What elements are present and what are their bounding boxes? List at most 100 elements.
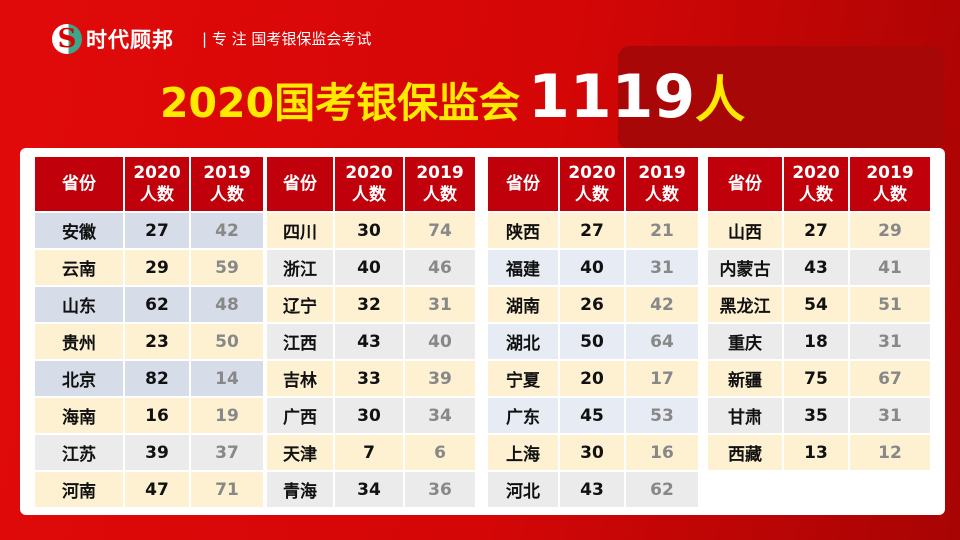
count-2019-cell: 59 [215, 257, 239, 278]
count-2019-cell: 31 [650, 257, 674, 278]
count-2019-cell: 21 [650, 220, 674, 241]
count-2019-cell: 42 [215, 220, 239, 241]
table-row: 湖北 50 64 [488, 324, 698, 359]
count-2020-cell: 20 [580, 368, 604, 389]
count-2019-cell: 53 [650, 405, 674, 426]
count-2020-cell: 32 [357, 294, 381, 315]
column-header: 省份 [267, 157, 333, 211]
province-cell: 浙江 [283, 260, 317, 280]
province-cell: 河南 [62, 482, 96, 502]
table-row: 内蒙古 43 41 [708, 250, 930, 285]
province-cell: 辽宁 [283, 297, 317, 317]
table-row: 浙江 40 46 [267, 250, 475, 285]
count-2019-cell: 40 [428, 331, 452, 352]
table-header: 省份 2020 人数 2019 人数 [267, 157, 475, 211]
count-2020-cell: 7 [363, 442, 375, 463]
province-cell: 云南 [62, 260, 96, 280]
count-2019-cell: 36 [428, 479, 452, 500]
slogan-text: 专 注 国考银保监会考试 [211, 30, 372, 48]
count-2020-cell: 40 [357, 257, 381, 278]
province-cell: 安徽 [62, 223, 96, 243]
table-row: 甘肃 35 31 [708, 398, 930, 433]
province-table-1: 省份 2020 人数 2019 人数 安徽 27 42 云南 29 59 山东 62 48 贵州 23 50… [33, 155, 265, 509]
province-cell: 吉林 [283, 371, 317, 391]
count-2020-cell: 23 [145, 331, 169, 352]
table-row: 山西 27 29 [708, 213, 930, 248]
table-row: 福建 40 31 [488, 250, 698, 285]
count-2020-cell: 40 [580, 257, 604, 278]
count-2019-cell: 31 [878, 331, 902, 352]
logo-name: 时代顾邦 [86, 27, 174, 52]
province-cell: 河北 [506, 482, 540, 502]
count-2019-cell: 6 [434, 442, 446, 463]
count-2019-cell: 19 [215, 405, 239, 426]
count-2019-cell: 67 [878, 368, 902, 389]
table-row: 河南 47 71 [35, 472, 263, 507]
count-2019-cell: 42 [650, 294, 674, 315]
count-2020-cell: 43 [357, 331, 381, 352]
title-main: 2020国考银保监会 [160, 79, 521, 127]
count-2020-cell: 39 [145, 442, 169, 463]
table-header: 省份 2020 人数 2019 人数 [488, 157, 698, 211]
province-cell: 山东 [62, 297, 96, 317]
count-2020-cell: 30 [357, 220, 381, 241]
province-cell: 贵州 [62, 334, 96, 354]
count-2020-cell: 62 [145, 294, 169, 315]
table-row: 上海 30 16 [488, 435, 698, 470]
table-row: 山东 62 48 [35, 287, 263, 322]
table-row: 重庆 18 31 [708, 324, 930, 359]
table-row: 贵州 23 50 [35, 324, 263, 359]
count-2019-cell: 29 [878, 220, 902, 241]
slogan: | 专 注 国考银保监会考试 [202, 28, 371, 49]
count-2019-cell: 31 [428, 294, 452, 315]
column-header: 省份 [35, 157, 123, 211]
province-cell: 湖南 [506, 297, 540, 317]
province-cell: 青海 [283, 482, 317, 502]
table-row: 江西 43 40 [267, 324, 475, 359]
column-header: 2019 人数 [626, 157, 698, 211]
count-2020-cell: 47 [145, 479, 169, 500]
province-table-4: 省份 2020 人数 2019 人数 山西 27 29 内蒙古 43 41 黑龙江 54 51 重庆 18… [706, 155, 932, 472]
page-title: 2020国考银保监会 1119 人 [160, 60, 745, 132]
table-row: 新疆 75 67 [708, 361, 930, 396]
logo: S 时代顾邦 [52, 24, 174, 54]
count-2019-cell: 34 [428, 405, 452, 426]
count-2019-cell: 14 [215, 368, 239, 389]
column-header: 2019 人数 [191, 157, 263, 211]
title-number: 1119 [528, 62, 696, 132]
table-row: 广东 45 53 [488, 398, 698, 433]
province-cell: 海南 [62, 408, 96, 428]
count-2020-cell: 54 [804, 294, 828, 315]
province-cell: 四川 [283, 223, 317, 243]
count-2020-cell: 18 [804, 331, 828, 352]
title-highlight-box [618, 46, 944, 150]
count-2019-cell: 31 [878, 405, 902, 426]
count-2020-cell: 45 [580, 405, 604, 426]
table-row: 四川 30 74 [267, 213, 475, 248]
province-cell: 黑龙江 [719, 297, 771, 317]
count-2020-cell: 29 [145, 257, 169, 278]
province-cell: 北京 [62, 371, 96, 391]
table-row: 河北 43 62 [488, 472, 698, 507]
count-2019-cell: 51 [878, 294, 902, 315]
table-row: 宁夏 20 17 [488, 361, 698, 396]
column-header: 2020 人数 [335, 157, 403, 211]
count-2019-cell: 71 [215, 479, 239, 500]
count-2020-cell: 43 [804, 257, 828, 278]
table-row: 天津 7 6 [267, 435, 475, 470]
count-2020-cell: 16 [145, 405, 169, 426]
divider: | [202, 30, 208, 48]
count-2020-cell: 27 [145, 220, 169, 241]
count-2020-cell: 43 [580, 479, 604, 500]
table-row: 湖南 26 42 [488, 287, 698, 322]
table-row: 陕西 27 21 [488, 213, 698, 248]
table-header: 省份 2020 人数 2019 人数 [708, 157, 930, 211]
province-cell: 甘肃 [728, 408, 762, 428]
logo-icon: S [52, 24, 82, 54]
count-2019-cell: 64 [650, 331, 674, 352]
count-2020-cell: 27 [580, 220, 604, 241]
column-header: 2019 人数 [405, 157, 475, 211]
table-row: 辽宁 32 31 [267, 287, 475, 322]
table-row: 江苏 39 37 [35, 435, 263, 470]
count-2020-cell: 27 [804, 220, 828, 241]
